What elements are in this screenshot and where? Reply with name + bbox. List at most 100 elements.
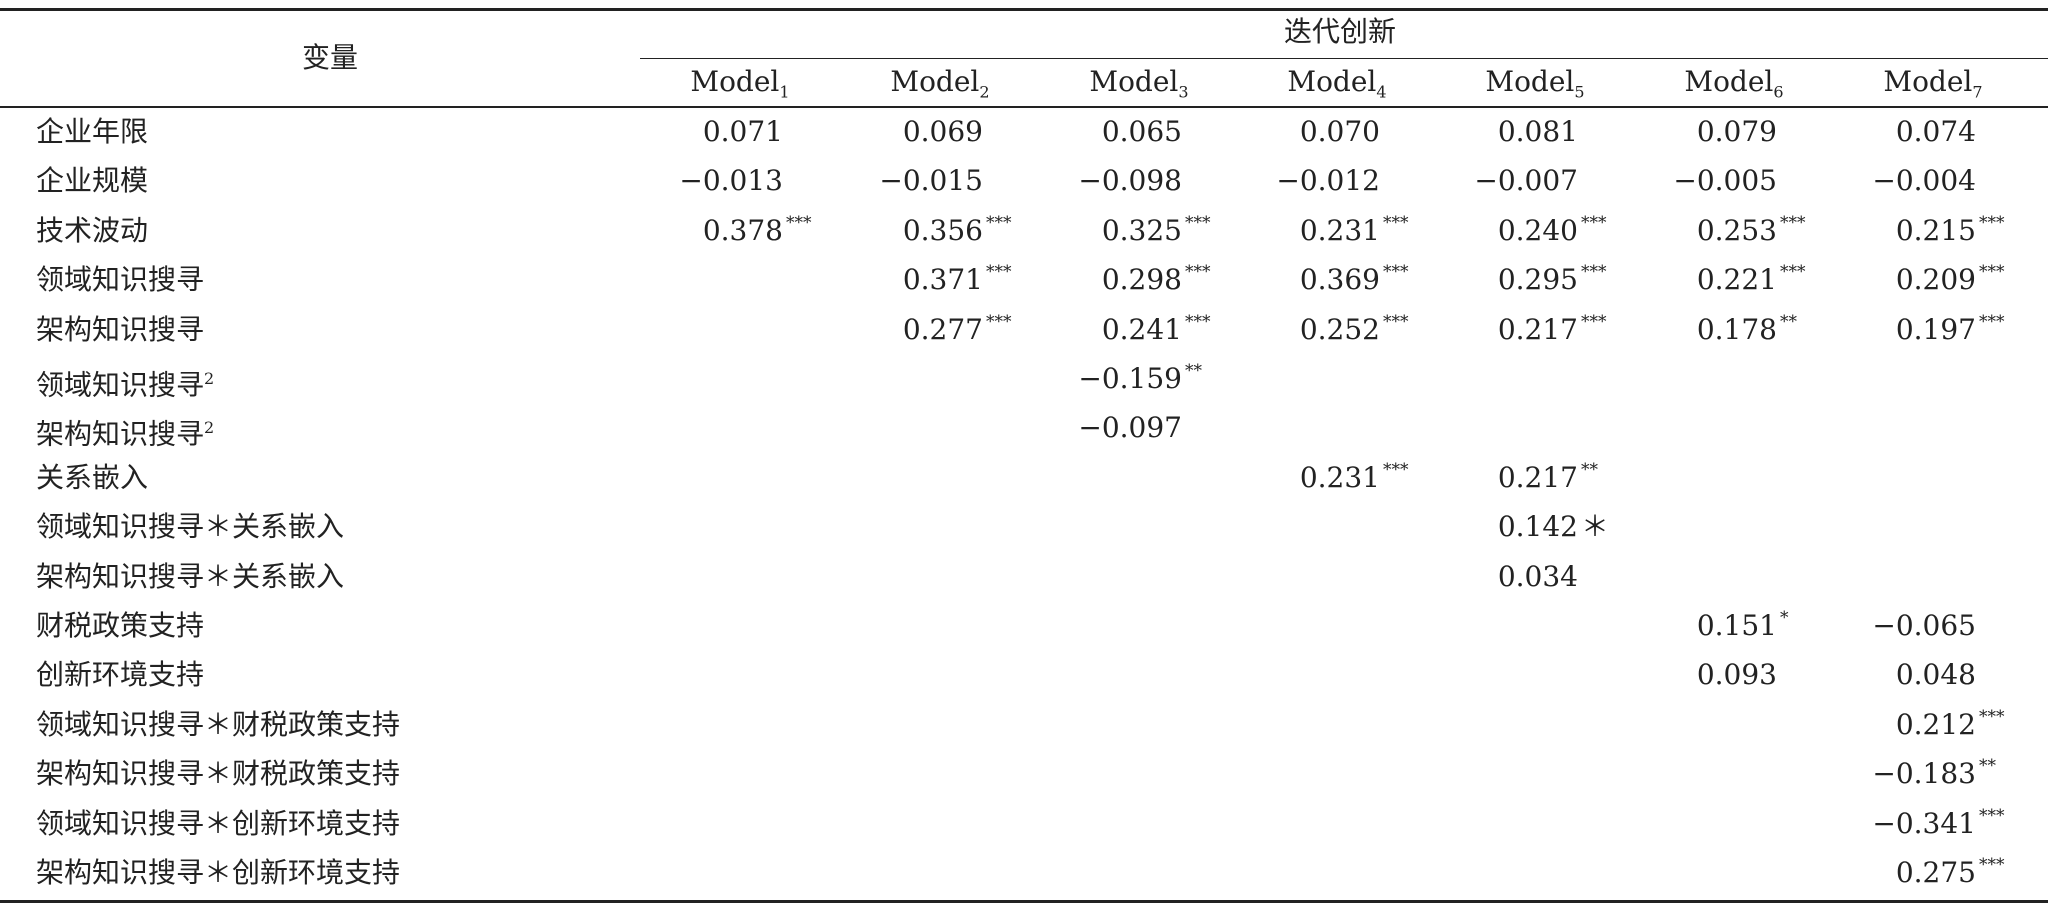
row-label: 企业规模 (36, 163, 148, 199)
cell-value: 0.142 (1497, 510, 1578, 544)
row-label: 财税政策支持 (36, 608, 204, 644)
model-index: 7 (1972, 82, 1983, 102)
model-header: Model4 (1247, 64, 1427, 111)
row-label-text: 领域知识搜寻＊关系嵌入 (36, 510, 345, 544)
row-label: 架构知识搜寻 (36, 312, 204, 348)
model-header: Model2 (850, 64, 1030, 111)
row-label: 关系嵌入 (36, 460, 148, 496)
model-index: 2 (979, 82, 990, 102)
cell-value: 0.212 (1895, 707, 1976, 741)
cell-value: 0.093 (1696, 658, 1777, 692)
row-label: 架构知识搜寻＊创新环境支持 (36, 855, 400, 891)
cell-value: 0.065 (1101, 115, 1182, 148)
row-label-text: 技术波动 (36, 213, 149, 247)
row-label-text: 架构知识搜寻 (36, 312, 205, 346)
row-label-text: 领域知识搜寻 (36, 368, 205, 402)
row-label-text: 架构知识搜寻＊关系嵌入 (36, 559, 345, 593)
row-label-text: 企业年限 (36, 115, 149, 148)
cell-value: −0.015 (879, 164, 983, 198)
model-name: Model (890, 65, 980, 98)
cell-value: 0.178 (1696, 312, 1777, 346)
cell-value: 0.070 (1299, 115, 1380, 148)
row-label-text: 企业规模 (36, 164, 149, 198)
row-label-text: 关系嵌入 (36, 460, 149, 494)
cell-stars: *** (1780, 262, 1806, 283)
cell-stars: *** (786, 212, 812, 233)
cell-stars: *** (1581, 212, 1607, 233)
top-rule (0, 8, 2048, 11)
header-rule (0, 106, 2048, 108)
cell-stars: *** (1581, 262, 1607, 283)
cell-value: 0.369 (1299, 263, 1380, 297)
model-index: 6 (1773, 82, 1784, 102)
cell-value: 0.231 (1299, 460, 1380, 494)
row-label: 企业年限 (36, 114, 148, 150)
cell-stars: *** (1383, 262, 1409, 283)
cell-value: 0.079 (1696, 115, 1777, 148)
row-label-text: 创新环境支持 (36, 658, 205, 692)
cell-value: −0.183 (1872, 757, 1976, 791)
cell-value: 0.378 (702, 213, 783, 247)
cell-stars: *** (1979, 855, 2005, 875)
cell-value: 0.371 (902, 263, 983, 297)
model-header: Model6 (1644, 64, 1824, 111)
cell-value: 0.197 (1895, 312, 1976, 346)
cell-value: 0.221 (1696, 263, 1777, 297)
cell-value: 0.069 (902, 115, 983, 148)
cell-stars: *** (1979, 706, 2005, 727)
cell-stars: *** (1383, 459, 1409, 480)
cell-stars: ** (1780, 311, 1797, 332)
row-label-text: 财税政策支持 (36, 609, 205, 642)
cell-value: −0.013 (679, 164, 783, 198)
cell-value: −0.341 (1872, 806, 1976, 840)
cell-value: 0.356 (902, 213, 983, 247)
cell-value: 0.231 (1299, 213, 1380, 247)
model-index: 3 (1178, 82, 1189, 102)
cell-stars: *** (1979, 311, 2005, 332)
cell-stars: *** (1185, 311, 1211, 332)
cell-stars: *** (1383, 212, 1409, 233)
model-index: 1 (779, 82, 790, 102)
row-label: 架构知识搜寻2 (36, 410, 214, 452)
model-name: Model (1684, 65, 1774, 98)
row-label-text: 领域知识搜寻＊创新环境支持 (36, 806, 401, 840)
cell-stars: *** (986, 212, 1012, 233)
row-label: 架构知识搜寻＊财税政策支持 (36, 756, 400, 792)
group-header: 迭代创新 (1283, 15, 1396, 48)
cell-value: 0.048 (1895, 658, 1976, 692)
cell-stars: *** (1185, 262, 1211, 283)
cell-value: 0.275 (1895, 856, 1976, 889)
cell-stars: * (1780, 608, 1789, 628)
cell-stars: *** (1185, 212, 1211, 233)
model-name: Model (690, 65, 780, 98)
cell-stars: ** (1979, 756, 1996, 777)
cell-stars: ** (1581, 459, 1598, 480)
cell-value: 0.151 (1696, 609, 1777, 642)
cell-value: 0.240 (1497, 213, 1578, 247)
cell-value: −0.098 (1078, 164, 1182, 198)
row-label-sup: 2 (204, 418, 215, 438)
cell-stars: *** (1979, 262, 2005, 283)
cell-value: 0.209 (1895, 263, 1976, 297)
model-header: Model3 (1049, 64, 1229, 111)
cell-value: −0.004 (1872, 164, 1976, 198)
cell-value: 0.071 (702, 115, 783, 148)
bottom-rule (0, 900, 2048, 903)
cell-value: 0.034 (1497, 559, 1578, 593)
cell-stars: *** (986, 262, 1012, 283)
row-label: 领域知识搜寻＊关系嵌入 (36, 509, 344, 545)
cell-stars: *** (1383, 311, 1409, 332)
cell-value: 0.253 (1696, 213, 1777, 247)
cell-value: 0.252 (1299, 312, 1380, 346)
model-name: Model (1485, 65, 1575, 98)
row-label: 技术波动 (36, 213, 148, 249)
group-rule (640, 58, 2048, 59)
cell-value: −0.012 (1276, 164, 1380, 198)
row-label: 架构知识搜寻＊关系嵌入 (36, 559, 344, 595)
row-label: 领域知识搜寻2 (36, 361, 214, 403)
model-header: Model1 (650, 64, 830, 111)
cell-stars: *** (1581, 311, 1607, 332)
variable-header: 变量 (301, 41, 358, 74)
cell-value: 0.074 (1895, 115, 1976, 148)
cell-value: −0.065 (1872, 609, 1976, 642)
